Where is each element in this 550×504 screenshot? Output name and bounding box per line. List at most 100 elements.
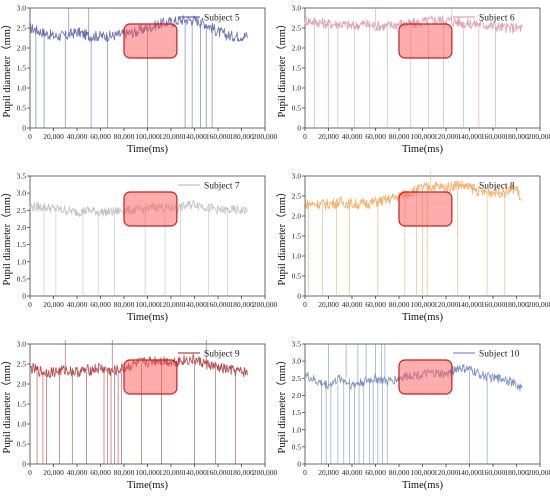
y-tick-label: 1.5: [17, 400, 27, 409]
y-axis-title: Pupil diameter（mm）: [276, 355, 288, 454]
y-tick-label: 2.0: [292, 212, 302, 221]
x-tick-label: 180,000: [504, 300, 529, 309]
y-tick-label: 2.0: [17, 44, 27, 53]
x-tick-label: 200,000: [528, 468, 550, 477]
y-tick-label: 2.5: [292, 374, 302, 383]
x-tick-label: 180,000: [504, 468, 529, 477]
legend-label: Subject 5: [204, 14, 240, 24]
y-tick-label: 1.5: [292, 64, 302, 73]
x-tick-label: 200,000: [253, 132, 278, 141]
y-tick-label: 3.0: [292, 172, 302, 181]
x-tick-label: 80,000: [114, 300, 135, 309]
y-tick-label: 2.0: [292, 391, 302, 400]
x-tick-label: 160,000: [206, 132, 231, 141]
chart-svg: 0 20,000 40,000 60,000 80,000 100,000 120,000 1…: [276, 340, 550, 491]
y-tick-label: 1.0: [17, 84, 27, 93]
x-tick-label: 60,000: [90, 468, 111, 477]
y-tick-label: 2.5: [292, 192, 302, 201]
x-tick-label: 60,000: [90, 300, 111, 309]
y-tick-label: 0: [297, 460, 301, 469]
x-tick-label: 140,000: [457, 468, 482, 477]
x-tick-label: 40,000: [67, 300, 88, 309]
y-axis-title: Pupil diameter（mm）: [276, 187, 288, 286]
x-tick-label: 140,000: [457, 132, 482, 141]
x-tick-label: 140,000: [182, 468, 207, 477]
x-tick-label: 20,000: [43, 468, 64, 477]
x-tick-label: 80,000: [114, 132, 135, 141]
x-tick-label: 40,000: [342, 468, 363, 477]
x-tick-label: 100,000: [135, 132, 160, 141]
y-tick-label: 1.0: [292, 425, 302, 434]
x-axis-title: Time(ms): [402, 144, 444, 155]
legend-label: Subject 7: [204, 182, 240, 192]
y-tick-label: 1.0: [292, 252, 302, 261]
y-tick-label: 1.0: [17, 257, 27, 266]
x-tick-label: 120,000: [434, 132, 459, 141]
x-tick-label: 100,000: [135, 468, 160, 477]
y-tick-label: 0: [22, 292, 26, 301]
legend-label: Subject 10: [479, 350, 520, 360]
y-tick-label: 0: [22, 460, 26, 469]
x-tick-label: 160,000: [481, 132, 506, 141]
y-tick-label: 1.5: [292, 408, 302, 417]
y-tick-label: 2.5: [17, 206, 27, 215]
x-tick-label: 100,000: [410, 132, 435, 141]
x-tick-label: 60,000: [90, 132, 111, 141]
x-tick-label: 200,000: [253, 300, 278, 309]
chart-panel-subject-5: 0 20,000 40,000 60,000 80,000 100,000 120,000 1…: [0, 0, 278, 168]
legend-label: Subject 9: [204, 350, 240, 360]
x-tick-label: 60,000: [365, 132, 386, 141]
x-tick-label: 140,000: [457, 300, 482, 309]
x-tick-label: 100,000: [135, 300, 160, 309]
y-axis-title: Pupil diameter（mm）: [276, 19, 288, 118]
chart-panel-subject-10: 0 20,000 40,000 60,000 80,000 100,000 120,000 1…: [275, 336, 550, 504]
y-tick-label: 2.5: [292, 24, 302, 33]
x-tick-label: 80,000: [389, 468, 410, 477]
highlight-box: [398, 359, 453, 395]
chart-svg: 0 20,000 40,000 60,000 80,000 100,000 120,000 1…: [276, 172, 550, 323]
x-tick-label: 60,000: [365, 468, 386, 477]
y-axis-title: Pupil diameter（mm）: [1, 355, 13, 454]
highlight-box: [123, 359, 178, 395]
y-tick-label: 0.5: [17, 104, 27, 113]
highlight-box: [398, 191, 453, 227]
x-tick-label: 200,000: [528, 132, 550, 141]
chart-panel-subject-8: 0 20,000 40,000 60,000 80,000 100,000 120,000 1…: [275, 168, 550, 336]
x-tick-label: 200,000: [253, 468, 278, 477]
x-tick-label: 120,000: [434, 300, 459, 309]
x-tick-label: 120,000: [159, 468, 184, 477]
x-tick-label: 20,000: [43, 300, 64, 309]
x-tick-label: 180,000: [504, 132, 529, 141]
y-tick-label: 1.5: [292, 232, 302, 241]
y-axis-title: Pupil diameter（mm）: [1, 19, 13, 118]
y-tick-label: 3.5: [17, 172, 27, 181]
y-tick-label: 0: [297, 124, 301, 133]
x-tick-label: 160,000: [481, 468, 506, 477]
chart-svg: 0 20,000 40,000 60,000 80,000 100,000 120,000 1…: [1, 340, 278, 491]
x-axis-title: Time(ms): [402, 312, 444, 323]
y-tick-label: 0: [22, 124, 26, 133]
x-tick-label: 40,000: [342, 300, 363, 309]
x-tick-label: 60,000: [365, 300, 386, 309]
x-axis-title: Time(ms): [127, 312, 169, 323]
y-tick-label: 1.0: [17, 420, 27, 429]
x-tick-label: 200,000: [528, 300, 550, 309]
x-tick-label: 100,000: [410, 468, 435, 477]
y-tick-label: 1.5: [17, 64, 27, 73]
x-tick-label: 0: [303, 468, 307, 477]
y-tick-label: 0.5: [292, 272, 302, 281]
x-tick-label: 180,000: [229, 132, 254, 141]
x-tick-label: 80,000: [389, 132, 410, 141]
y-tick-label: 0.5: [17, 274, 27, 283]
chart-svg: 0 20,000 40,000 60,000 80,000 100,000 120,000 1…: [1, 172, 278, 323]
chart-panel-subject-6: 0 20,000 40,000 60,000 80,000 100,000 120,000 1…: [275, 0, 550, 168]
x-tick-label: 20,000: [318, 300, 339, 309]
highlight-box: [123, 23, 178, 59]
y-tick-label: 1.0: [292, 84, 302, 93]
y-tick-label: 0: [297, 292, 301, 301]
x-tick-label: 20,000: [318, 468, 339, 477]
y-tick-label: 2.5: [17, 360, 27, 369]
y-tick-label: 3.0: [17, 4, 27, 13]
y-tick-label: 2.0: [292, 44, 302, 53]
y-tick-label: 0.5: [292, 104, 302, 113]
